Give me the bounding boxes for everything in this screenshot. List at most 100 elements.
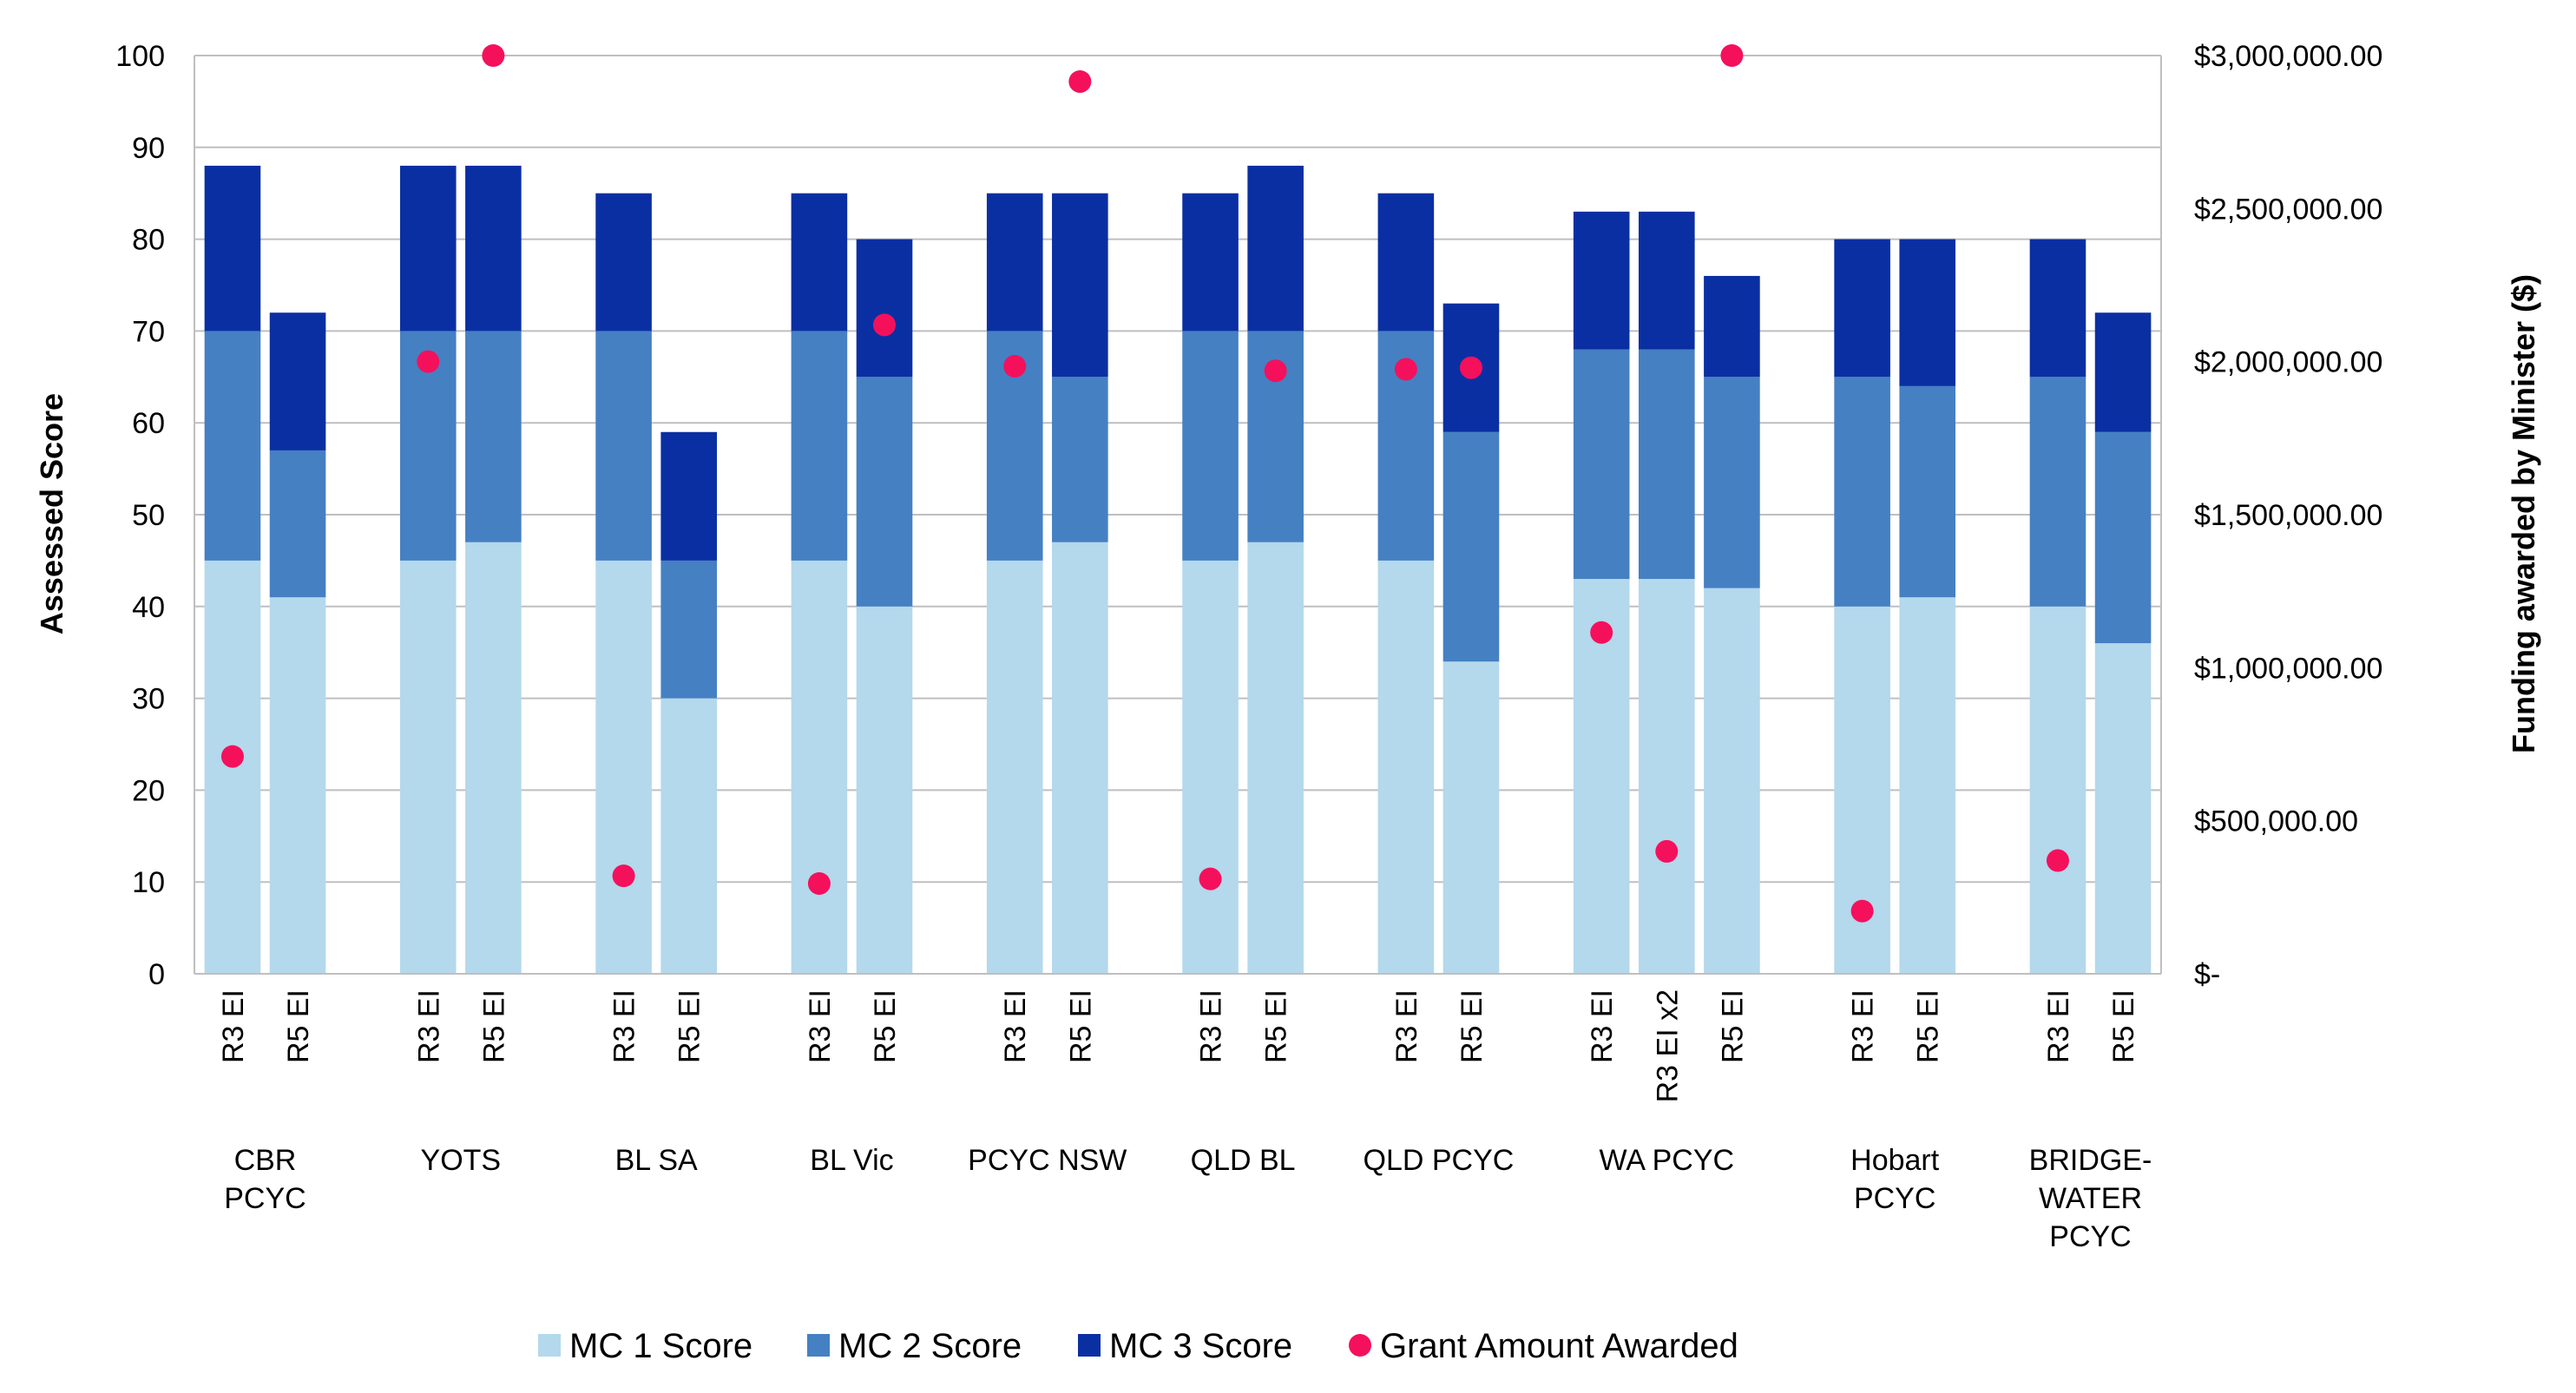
bar-segment-mc3 — [1573, 211, 1630, 350]
y-tick-label: 10 — [132, 866, 165, 899]
bar-label: R3 EI — [999, 989, 1032, 1063]
y-tick-label: 20 — [132, 774, 165, 807]
y-axis-tick-labels: 0 10 20 30 40 50 60 70 80 90 100 — [115, 40, 165, 991]
group-label: CBR PCYC — [224, 1144, 306, 1215]
bar-label: R5 EI — [869, 989, 902, 1063]
bar-segment-mc3 — [986, 193, 1043, 332]
y-tick-label: 0 — [148, 958, 165, 991]
bar-label: R3 EI — [2042, 989, 2075, 1063]
grant-point — [1199, 867, 1222, 890]
bar-label: R5 EI — [1912, 989, 1945, 1063]
bar-segment-mc1 — [791, 560, 848, 974]
bar-label: R3 EI — [1847, 989, 1880, 1063]
bar-segment-mc1 — [1052, 542, 1108, 974]
grant-point — [2046, 849, 2069, 872]
bar-segment-mc1 — [1377, 560, 1435, 974]
bar-segment-mc1 — [1182, 560, 1239, 974]
grant-point — [873, 313, 897, 337]
bar-segment-mc2 — [791, 331, 848, 561]
bar-segment-mc2 — [1052, 377, 1108, 542]
y2-tick-label: $500,000.00 — [2194, 805, 2358, 838]
bar-segment-mc3 — [1639, 211, 1695, 350]
bar-segment-mc1 — [1639, 579, 1695, 974]
legend-swatch-grant — [1349, 1334, 1371, 1357]
grant-point — [1459, 356, 1482, 379]
bar-label: R3 EI — [1390, 989, 1423, 1063]
bar-segment-mc1 — [1573, 579, 1630, 974]
bar-segment-mc1 — [1704, 588, 1760, 974]
bar-segment-mc3 — [1182, 193, 1239, 332]
bar-segment-mc1 — [2094, 643, 2152, 974]
bar-segment-mc1 — [269, 597, 326, 974]
group-label: Hobart PCYC — [1850, 1144, 1940, 1215]
bar-segment-mc2 — [1834, 377, 1890, 607]
bar-segment-mc1 — [1442, 661, 1500, 974]
bar-label: R5 EI — [477, 989, 510, 1063]
group-label: QLD PCYC — [1364, 1144, 1515, 1177]
bar-segment-mc2 — [1704, 377, 1760, 588]
bar-segment-mc3 — [465, 165, 522, 332]
bar-label: R3 EI — [1195, 989, 1228, 1063]
group-label: PCYC NSW — [968, 1144, 1127, 1177]
bars — [204, 165, 2152, 974]
bar-segment-mc3 — [791, 193, 848, 332]
grant-point — [1068, 69, 1092, 93]
y2-axis-tick-labels: $- $500,000.00 $1,000,000.00 $1,500,000.00 $… — [2194, 40, 2382, 991]
y2-tick-label: $1,500,000.00 — [2194, 499, 2382, 532]
y-tick-label: 60 — [132, 407, 165, 440]
group-label: BL SA — [615, 1144, 698, 1177]
group-label: QLD BL — [1191, 1144, 1296, 1177]
bar-segment-mc3 — [595, 193, 652, 332]
y-tick-label: 100 — [115, 40, 165, 73]
grant-point — [1264, 359, 1287, 383]
y2-tick-label: $2,000,000.00 — [2194, 346, 2382, 379]
grant-point — [1394, 358, 1417, 381]
bar-label: R5 EI — [674, 989, 706, 1063]
legend: MC 1 Score MC 2 Score MC 3 Score Grant Amou… — [538, 1327, 1738, 1365]
bar-segment-mc3 — [1899, 239, 1956, 386]
y2-axis-title: Funding awarded by Minister ($) — [2506, 274, 2541, 753]
bar-segment-mc3 — [269, 312, 326, 450]
bar-segment-mc1 — [660, 698, 717, 974]
bar-segment-mc2 — [1639, 349, 1695, 580]
group-label: BRIDGE-WATER PCYC — [2029, 1144, 2152, 1253]
bar-label: R3 EI — [804, 989, 837, 1063]
grant-point — [417, 350, 440, 373]
grant-point — [1850, 899, 1874, 923]
y-axis-title: Assessed Score — [34, 393, 69, 634]
bar-segment-mc3 — [1834, 239, 1890, 378]
bar-label: R3 EI — [608, 989, 641, 1063]
bar-segment-mc1 — [986, 560, 1043, 974]
bar-segment-mc3 — [856, 239, 913, 378]
bar-segment-mc1 — [2029, 606, 2086, 974]
bar-segment-mc1 — [595, 560, 652, 974]
bar-segment-mc3 — [1052, 193, 1108, 378]
bar-label: R3 EI — [412, 989, 445, 1063]
bar-segment-mc2 — [465, 331, 522, 542]
legend-swatch-mc1 — [538, 1334, 561, 1357]
bar-segment-mc3 — [204, 165, 261, 332]
bar-segment-mc3 — [660, 431, 717, 561]
bar-segment-mc2 — [1573, 349, 1630, 580]
y2-tick-label: $2,500,000.00 — [2194, 193, 2382, 226]
group-label: YOTS — [421, 1144, 502, 1177]
legend-label-mc2: MC 2 Score — [838, 1327, 1022, 1365]
bar-label: R5 EI — [282, 989, 315, 1063]
legend-label-mc3: MC 3 Score — [1109, 1327, 1292, 1365]
bar-label: R5 EI — [1064, 989, 1097, 1063]
bar-segment-mc2 — [856, 377, 913, 607]
y2-tick-label: $3,000,000.00 — [2194, 40, 2382, 73]
bar-label: R3 EI — [1586, 989, 1619, 1063]
legend-label-grant: Grant Amount Awarded — [1380, 1327, 1738, 1365]
grant-point — [612, 864, 635, 888]
y2-tick-label: $- — [2194, 958, 2220, 991]
legend-swatch-mc3 — [1078, 1334, 1101, 1357]
bar-label: R5 EI — [2107, 989, 2140, 1063]
grant-point — [1720, 44, 1744, 67]
bar-segment-mc2 — [595, 331, 652, 561]
bar-segment-mc2 — [660, 560, 717, 699]
bar-segment-mc1 — [465, 542, 522, 974]
grant-point — [220, 745, 244, 768]
bar-segment-mc2 — [2094, 431, 2152, 644]
bar-segment-mc2 — [269, 450, 326, 598]
